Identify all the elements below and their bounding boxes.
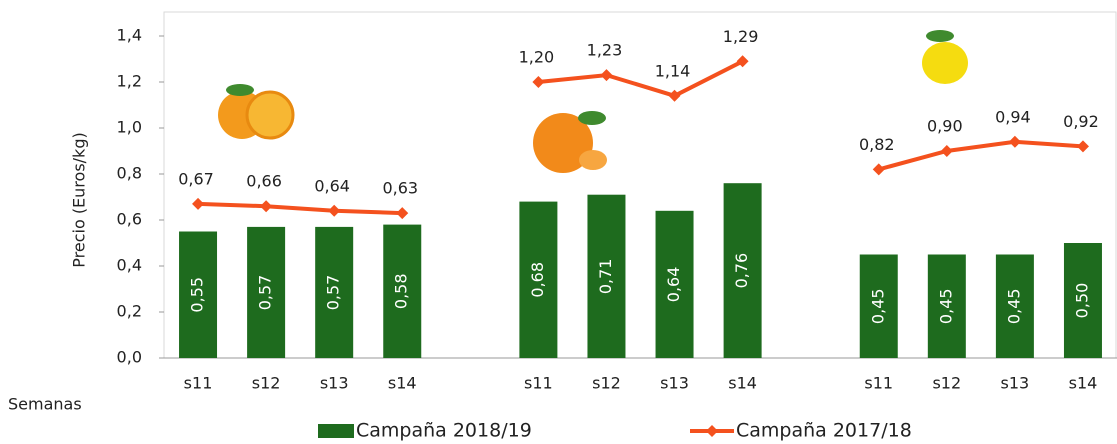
lemon-icon [922, 42, 968, 84]
line-marker [1077, 140, 1089, 152]
orange-half-icon [247, 92, 293, 138]
x-tick-label: s11 [864, 374, 893, 393]
bar-value-label: 0,45 [936, 288, 955, 324]
line-value-label: 0,67 [178, 169, 214, 188]
line-marker [941, 145, 953, 157]
line-value-label: 0,82 [859, 135, 895, 154]
lemon-leaf [926, 30, 954, 42]
line-value-label: 0,64 [314, 176, 350, 195]
line-value-label: 0,63 [382, 179, 418, 198]
x-tick-label: s12 [932, 374, 961, 393]
line-marker [873, 163, 885, 175]
x-tick-label: s14 [728, 374, 757, 393]
line-value-label: 0,66 [246, 172, 282, 191]
bar-value-label: 0,76 [732, 253, 751, 289]
x-tick-label: s14 [388, 374, 417, 393]
line [879, 142, 1083, 170]
chart: Precio (Euros/kg) Semanas 0,0 0,2 0,4 0,6 0,… [0, 0, 1117, 444]
bar-value-label: 0,58 [392, 273, 411, 309]
line-value-label: 0,94 [995, 107, 1031, 126]
bar-value-label: 0,68 [528, 262, 547, 298]
y-tick-label: 0,6 [117, 210, 142, 229]
line-marker [396, 207, 408, 219]
bar-value-label: 0,57 [324, 275, 343, 311]
legend-label: Campaña 2017/18 [736, 420, 912, 442]
legend-label: Campaña 2018/19 [356, 420, 532, 442]
line-value-label: 1,23 [587, 41, 623, 60]
x-tick-label: s12 [592, 374, 621, 393]
y-tick-label: 1,0 [117, 118, 142, 137]
y-tick-label: 0,2 [117, 302, 142, 321]
line-value-label: 1,20 [519, 48, 555, 67]
bar-value-label: 0,45 [1004, 288, 1023, 324]
line-value-label: 0,92 [1063, 112, 1099, 131]
bar-value-label: 0,64 [664, 267, 683, 303]
bar-value-label: 0,50 [1072, 283, 1091, 319]
x-tick-label: s13 [1001, 374, 1030, 393]
x-axis-label: Semanas [8, 395, 82, 414]
x-tick-label: s14 [1069, 374, 1098, 393]
bar-value-label: 0,57 [256, 275, 275, 311]
y-tick-label: 1,2 [117, 72, 142, 91]
y-tick-label: 0,0 [117, 348, 142, 367]
line-value-label: 1,14 [655, 61, 691, 80]
x-tick-label: s11 [524, 374, 553, 393]
mandarin-segment [579, 150, 607, 170]
page: Precio (Euros/kg) Semanas 0,0 0,2 0,4 0,6 0,… [0, 0, 1117, 444]
line-marker [260, 200, 272, 212]
line-marker [600, 69, 612, 81]
x-tick-label: s11 [184, 374, 213, 393]
line-marker [532, 76, 544, 88]
x-tick-label: s12 [252, 374, 281, 393]
orange-leaf [226, 84, 254, 96]
y-axis-label: Precio (Euros/kg) [70, 132, 89, 267]
line-marker [1009, 136, 1021, 148]
line-value-label: 1,29 [723, 27, 759, 46]
line-marker [192, 198, 204, 210]
x-tick-label: s13 [320, 374, 349, 393]
bar-value-label: 0,55 [188, 277, 207, 313]
y-tick-label: 1,4 [117, 26, 142, 45]
y-tick-label: 0,8 [117, 164, 142, 183]
y-tick-label: 0,4 [117, 256, 142, 275]
line-value-label: 0,90 [927, 117, 963, 136]
x-tick-label: s13 [660, 374, 689, 393]
line-marker [328, 205, 340, 217]
mandarin-leaf [578, 111, 606, 125]
legend-swatch [318, 424, 354, 438]
plot-frame [164, 12, 1116, 358]
legend-marker [706, 425, 718, 437]
line [198, 204, 402, 213]
line [538, 61, 742, 96]
bar-value-label: 0,45 [868, 288, 887, 324]
bar-value-label: 0,71 [596, 259, 615, 295]
